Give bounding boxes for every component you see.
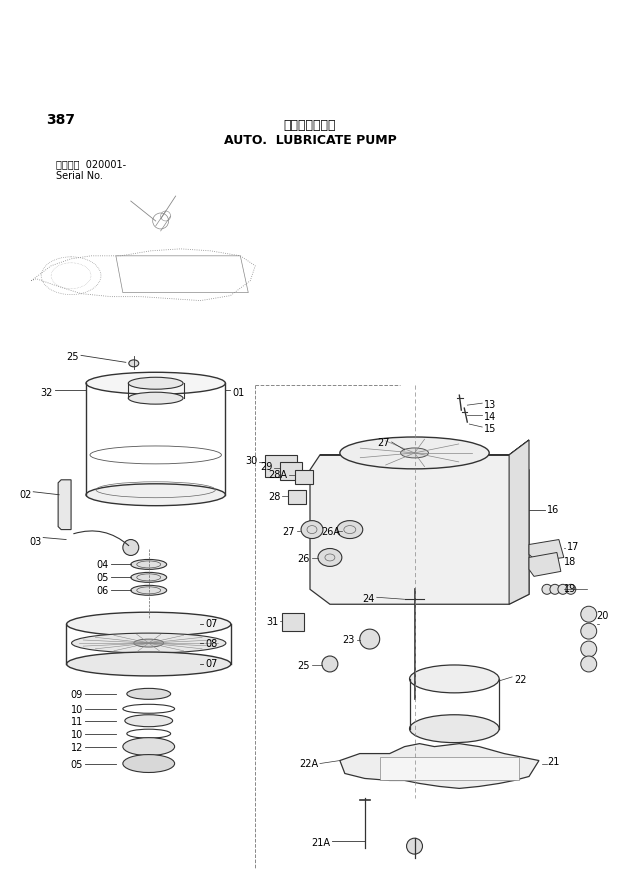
Polygon shape	[58, 480, 71, 530]
Ellipse shape	[581, 623, 596, 639]
Text: 22A: 22A	[299, 759, 318, 768]
Ellipse shape	[550, 584, 560, 595]
Ellipse shape	[131, 585, 167, 595]
Ellipse shape	[410, 665, 499, 693]
Polygon shape	[310, 455, 529, 604]
Ellipse shape	[322, 656, 338, 672]
Text: 02: 02	[19, 490, 31, 499]
Bar	[265, 455, 297, 477]
Ellipse shape	[131, 573, 167, 582]
Text: AUTO.  LUBRICATE PUMP: AUTO. LUBRICATE PUMP	[224, 134, 396, 148]
Ellipse shape	[71, 633, 226, 653]
Ellipse shape	[134, 639, 164, 647]
Text: 14: 14	[484, 412, 497, 423]
Text: 21: 21	[547, 757, 559, 766]
Text: 03: 03	[29, 537, 41, 546]
Ellipse shape	[581, 641, 596, 657]
Ellipse shape	[542, 584, 552, 595]
Text: 25: 25	[298, 661, 310, 671]
Text: 07: 07	[205, 619, 218, 629]
Text: 07: 07	[205, 659, 218, 669]
Text: 27: 27	[283, 526, 295, 537]
Ellipse shape	[127, 689, 170, 699]
Text: 13: 13	[484, 400, 497, 410]
Text: 29: 29	[260, 462, 272, 472]
Text: 31: 31	[266, 617, 278, 627]
Text: 22: 22	[514, 675, 526, 685]
Bar	[288, 490, 306, 504]
Ellipse shape	[129, 360, 139, 367]
Text: 自動給脂ボンプ: 自動給脂ボンプ	[284, 120, 336, 133]
Text: 26A: 26A	[321, 526, 340, 537]
Ellipse shape	[337, 520, 363, 539]
Ellipse shape	[128, 392, 183, 404]
Ellipse shape	[581, 656, 596, 672]
Text: 15: 15	[484, 424, 497, 434]
Text: 10: 10	[71, 705, 83, 715]
Text: 10: 10	[71, 730, 83, 739]
Ellipse shape	[125, 715, 172, 726]
Text: 05: 05	[97, 574, 109, 583]
Ellipse shape	[66, 652, 231, 676]
Polygon shape	[340, 744, 539, 788]
Bar	[282, 613, 304, 631]
Polygon shape	[320, 440, 529, 455]
Text: 387: 387	[46, 113, 75, 127]
Text: 32: 32	[41, 388, 53, 398]
Text: 05: 05	[71, 760, 83, 769]
Ellipse shape	[410, 715, 499, 743]
Text: 25: 25	[66, 353, 79, 362]
Ellipse shape	[86, 372, 226, 395]
Ellipse shape	[66, 612, 231, 636]
Ellipse shape	[123, 754, 175, 773]
Ellipse shape	[566, 584, 576, 595]
Text: 18: 18	[564, 558, 576, 567]
Text: 27: 27	[377, 438, 389, 448]
Text: 26: 26	[298, 554, 310, 565]
Text: 01: 01	[232, 388, 245, 398]
Ellipse shape	[558, 584, 568, 595]
Bar	[295, 470, 313, 484]
Text: 24: 24	[362, 595, 374, 604]
Text: 21A: 21A	[311, 838, 330, 849]
Polygon shape	[379, 757, 519, 780]
Ellipse shape	[340, 437, 489, 469]
Polygon shape	[529, 553, 561, 576]
Text: 04: 04	[97, 560, 109, 570]
Text: 30: 30	[245, 456, 257, 466]
Polygon shape	[529, 540, 564, 561]
Ellipse shape	[123, 738, 175, 755]
Text: 17: 17	[567, 541, 579, 552]
Text: 23: 23	[342, 635, 355, 645]
Ellipse shape	[318, 548, 342, 567]
Ellipse shape	[407, 838, 422, 854]
Text: 28: 28	[268, 491, 280, 502]
Polygon shape	[509, 440, 529, 604]
Text: 11: 11	[71, 717, 83, 726]
Text: 20: 20	[596, 611, 609, 622]
Ellipse shape	[360, 629, 379, 649]
Text: 28A: 28A	[268, 470, 287, 480]
Ellipse shape	[131, 560, 167, 569]
Ellipse shape	[401, 448, 428, 458]
Text: 09: 09	[71, 690, 83, 700]
Text: 19: 19	[564, 584, 576, 595]
Text: 06: 06	[97, 587, 109, 596]
Text: 16: 16	[547, 505, 559, 515]
Ellipse shape	[581, 606, 596, 622]
Ellipse shape	[128, 377, 183, 389]
Text: Serial No.: Serial No.	[56, 171, 103, 182]
Bar	[280, 462, 302, 480]
Ellipse shape	[301, 520, 323, 539]
Text: 適用号機  020001-: 適用号機 020001-	[56, 159, 126, 169]
Ellipse shape	[86, 484, 226, 505]
Text: 12: 12	[71, 743, 83, 753]
Ellipse shape	[123, 540, 139, 555]
Text: 08: 08	[205, 639, 218, 650]
